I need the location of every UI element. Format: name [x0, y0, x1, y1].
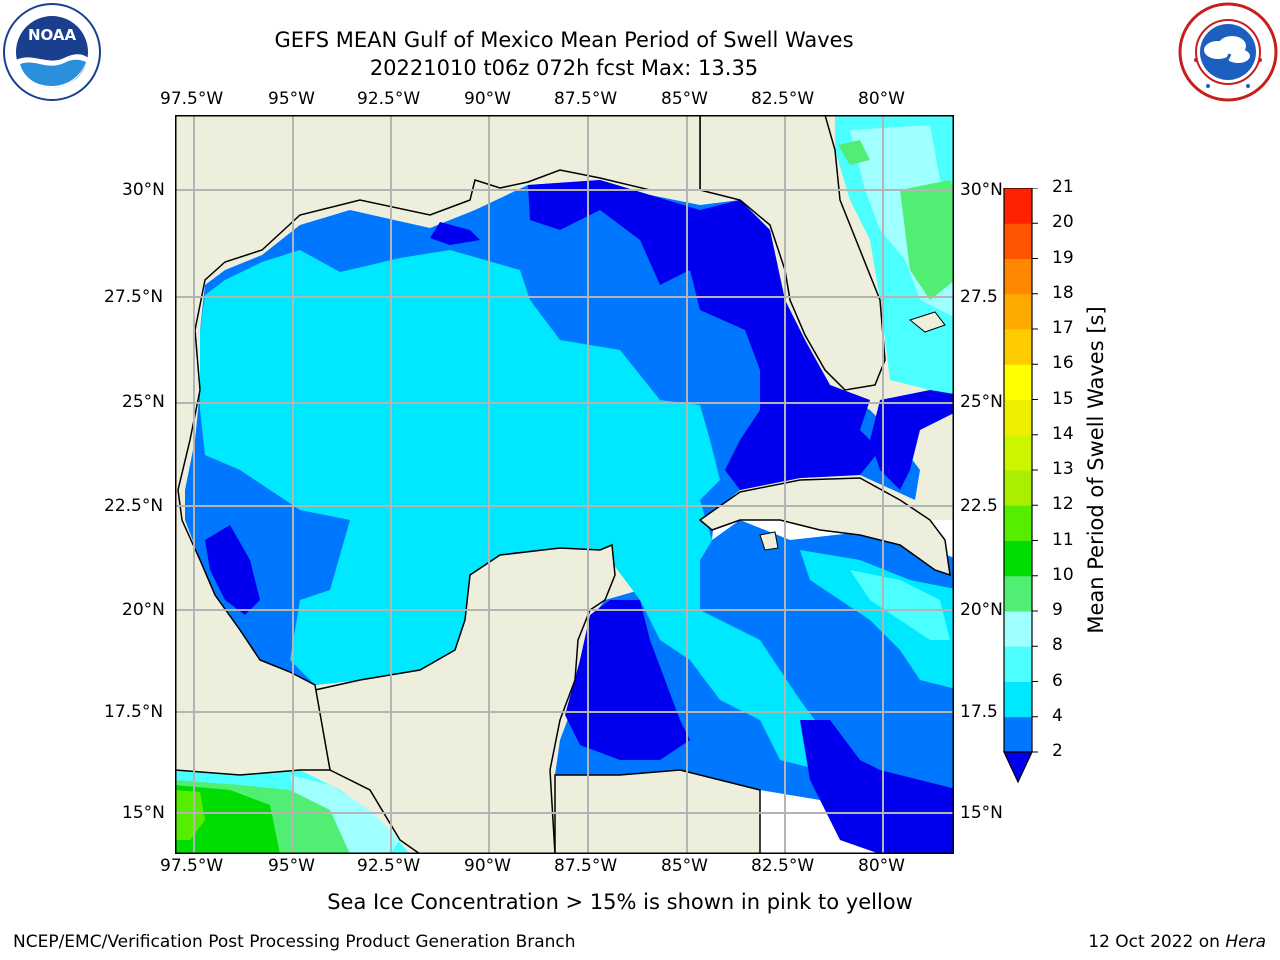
colorbar-band	[1004, 293, 1032, 330]
atlantic-water	[838, 140, 870, 165]
lat-label: 30°N	[122, 180, 165, 200]
ice-note: Sea Ice Concentration > 15% is shown in …	[327, 890, 913, 914]
colorbar-tick-label: 2	[1052, 741, 1063, 761]
lon-label: 80°W	[858, 89, 905, 109]
colorbar-band	[1004, 505, 1032, 541]
dark-blue-patch	[565, 600, 690, 760]
colorbar-label: Mean Period of Swell Waves [s]	[1084, 306, 1108, 634]
colorbar-tick-label: 11	[1052, 529, 1074, 550]
land-northwest	[175, 115, 701, 776]
noaa-logo: NOAA	[2, 2, 102, 102]
lon-label: 92.5°W	[357, 856, 421, 876]
dark-blue-patch	[430, 222, 480, 245]
colorbar-tick-label: 14	[1052, 423, 1074, 444]
dark-blue-patch	[205, 525, 260, 615]
chart-subtitle: 20221010 t06z 072h fcst Max: 13.35	[369, 56, 759, 80]
colorbar-tick-label: 12	[1052, 494, 1074, 515]
land-island	[908, 311, 946, 333]
carib-water	[850, 570, 950, 640]
lat-label: 17.5°N	[104, 702, 164, 722]
lon-label: 85°W	[661, 856, 708, 876]
carib-water	[800, 550, 954, 689]
footer-host: Hera	[1225, 932, 1266, 952]
colorbar-band	[1004, 434, 1032, 471]
colorbar-tick-label: 4	[1052, 705, 1063, 726]
colorbar-tick-label: 19	[1052, 247, 1074, 268]
map-grid	[175, 115, 954, 854]
colorbar-band	[1004, 540, 1032, 577]
pacific-water	[175, 790, 205, 840]
colorbar-tick-label: 9	[1052, 600, 1063, 620]
chart-title: GEFS MEAN Gulf of Mexico Mean Period of …	[274, 28, 854, 52]
nws-logo	[1178, 2, 1278, 102]
colorbar-band	[1004, 364, 1032, 400]
colorbar-tick-label: 8	[1052, 635, 1063, 656]
map-border	[174, 114, 955, 855]
lat-label: 25°N	[122, 392, 165, 412]
colorbar-tick-label: 16	[1052, 353, 1074, 374]
colorbar-band	[1004, 399, 1032, 436]
map-svg	[174, 114, 955, 855]
land-cuba	[698, 477, 951, 577]
colorbar-tick-label: 21	[1052, 177, 1074, 197]
lat-label: 20°N	[122, 600, 165, 620]
lon-label: 80°W	[858, 856, 905, 876]
noaa-logo-text: NOAA	[28, 26, 77, 44]
land-island	[759, 531, 779, 551]
colorbar	[1000, 187, 1050, 788]
lat-label: 22.5°N	[104, 496, 164, 516]
land-florida	[699, 115, 886, 391]
lat-label: 27.5	[960, 287, 998, 307]
colorbar-tick-label: 17	[1052, 318, 1074, 338]
lon-label: 82.5°W	[751, 89, 815, 109]
atlantic-water	[900, 180, 954, 300]
colorbar-band	[1004, 716, 1032, 753]
colorbar-band	[1004, 223, 1032, 259]
lon-label: 87.5°W	[554, 856, 618, 876]
lon-label: 97.5°W	[160, 856, 224, 876]
lat-label: 25°N	[960, 392, 1003, 412]
map-panel	[174, 114, 955, 855]
footer-date: 12 Oct 2022 on Hera	[1088, 932, 1266, 952]
colorbar-tick-label: 20	[1052, 212, 1074, 233]
colorbar-tick-label: 15	[1052, 388, 1074, 409]
lon-label: 92.5°W	[357, 89, 421, 109]
lon-label: 97.5°W	[160, 89, 224, 109]
colorbar-band	[1004, 188, 1032, 224]
lon-label: 82.5°W	[751, 856, 815, 876]
lon-label: 95°W	[268, 856, 315, 876]
lat-label: 17.5	[960, 702, 998, 722]
colorbar-band	[1004, 470, 1032, 506]
dark-blue-patch	[528, 180, 880, 490]
lat-label: 20°N	[960, 600, 1003, 620]
lat-label: 27.5°N	[104, 287, 164, 307]
lat-label: 30°N	[960, 180, 1003, 200]
colorbar-band	[1004, 329, 1032, 365]
lon-label: 90°W	[464, 856, 511, 876]
lon-label: 87.5°W	[554, 89, 618, 109]
lon-label: 90°W	[464, 89, 511, 109]
colorbar-band	[1004, 611, 1032, 647]
lat-label: 15°N	[960, 803, 1003, 823]
colorbar-band	[1004, 646, 1032, 682]
colorbar-tick-label: 18	[1052, 282, 1074, 303]
dark-blue-patch	[800, 720, 954, 854]
colorbar-band	[1004, 575, 1032, 612]
colorbar-tick-label: 6	[1052, 670, 1063, 691]
colorbar-extend-arrow	[1003, 751, 1033, 784]
dark-blue-patch	[870, 382, 954, 490]
lon-label: 95°W	[268, 89, 315, 109]
lat-label: 22.5	[960, 496, 998, 516]
lon-label: 85°W	[661, 89, 708, 109]
colorbar-svg	[1003, 187, 1038, 784]
colorbar-band	[1004, 258, 1032, 295]
lat-label: 15°N	[122, 803, 165, 823]
colorbar-tick-label: 13	[1052, 459, 1074, 479]
colorbar-band	[1004, 681, 1032, 718]
footer-credit: NCEP/EMC/Verification Post Processing Pr…	[13, 932, 576, 952]
colorbar-tick-label: 10	[1052, 564, 1074, 585]
